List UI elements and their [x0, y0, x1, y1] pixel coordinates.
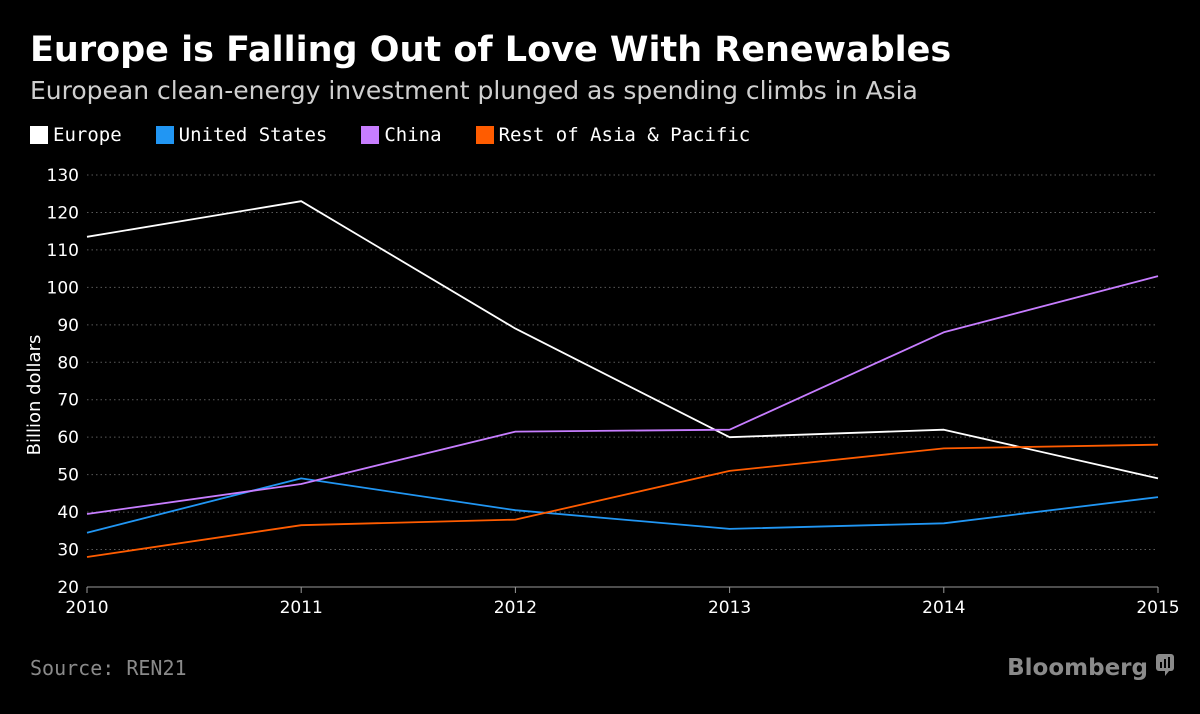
y-tick-label-30: 30 — [57, 541, 79, 561]
gridlines — [87, 174, 1158, 551]
x-tick-label-2013: 2013 — [708, 598, 751, 618]
x-tick-label-2014: 2014 — [922, 598, 965, 618]
y-tick-label-100: 100 — [47, 278, 79, 298]
y-axis-title: Billion dollars — [24, 335, 45, 456]
legend-label-rest-of-asia-pacific: Rest of Asia & Pacific — [498, 124, 751, 146]
series-line-china — [86, 275, 1159, 515]
x-tick-label-2011: 2011 — [280, 598, 323, 618]
legend-swatch-europe — [30, 126, 48, 144]
legend-item-europe: Europe — [30, 124, 122, 146]
y-tick-label-70: 70 — [57, 391, 79, 411]
legend-label-europe: Europe — [53, 124, 122, 146]
series-line-united-states — [86, 477, 1159, 534]
chart-subtitle: European clean-energy investment plunged… — [30, 76, 918, 105]
y-tick-label-50: 50 — [57, 466, 79, 486]
legend-swatch-united-states — [155, 126, 174, 144]
y-tick-label-20: 20 — [57, 578, 79, 598]
series-line-europe — [86, 200, 1159, 480]
x-tick-label-2010: 2010 — [65, 598, 108, 618]
series-line-rest-of-asia-pacific — [86, 443, 1159, 558]
y-tick-label-80: 80 — [57, 353, 79, 373]
x-tick-label-2015: 2015 — [1136, 598, 1179, 618]
y-tick-label-60: 60 — [57, 428, 79, 448]
legend-item-rest-of-asia-pacific: Rest of Asia & Pacific — [475, 124, 751, 146]
y-tick-label-40: 40 — [57, 503, 79, 523]
legend-swatch-rest-of-asia-pacific — [475, 126, 494, 144]
series-lines — [86, 200, 1159, 558]
y-tick-label-90: 90 — [57, 316, 79, 336]
legend-label-china: China — [384, 124, 442, 146]
y-tick-label-130: 130 — [47, 166, 79, 186]
brand-name: Bloomberg — [1007, 655, 1148, 681]
legend-label-united-states: United States — [178, 124, 328, 146]
legend: Europe United States China Rest of Asia … — [30, 124, 784, 146]
x-tick-label-2012: 2012 — [494, 598, 537, 618]
y-tick-label-120: 120 — [47, 203, 79, 223]
legend-item-china: China — [361, 124, 442, 146]
legend-swatch-china — [361, 126, 380, 144]
bloomberg-terminal-icon — [1156, 654, 1174, 682]
source-note: Source: REN21 — [30, 656, 187, 680]
brand-logo: Bloomberg — [1007, 654, 1174, 682]
y-tick-label-110: 110 — [47, 241, 79, 261]
chart-title: Europe is Falling Out of Love With Renew… — [30, 30, 952, 70]
legend-item-united-states: United States — [155, 124, 328, 146]
axes: 20 30 40 50 60 70 80 90 100 110 120 130 2010 2011 2012… — [47, 166, 1180, 618]
